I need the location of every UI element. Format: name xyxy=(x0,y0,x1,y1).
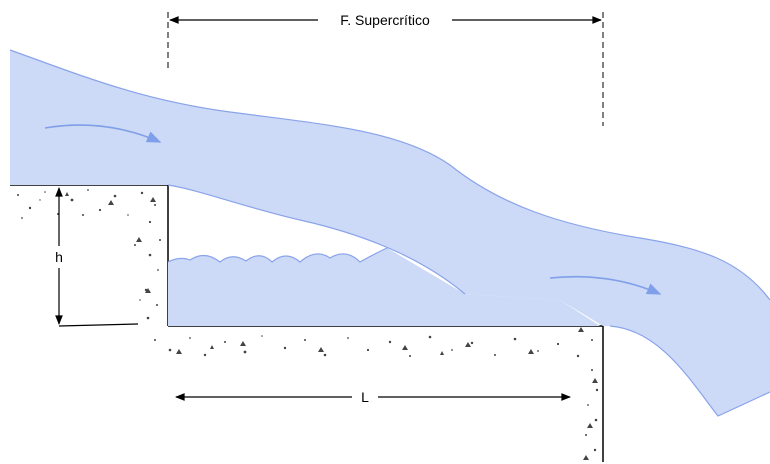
height-label: h xyxy=(55,249,63,265)
supercritical-jet xyxy=(10,50,770,416)
downstream-nappe xyxy=(609,325,770,417)
arrow-right-icon xyxy=(44,124,162,143)
pool-water xyxy=(168,248,600,326)
jet-lower-nappe xyxy=(167,184,466,295)
length-label: L xyxy=(361,389,369,405)
height-dimension: h xyxy=(55,187,139,327)
jet-upper-surface xyxy=(9,49,770,301)
length-dimension: L xyxy=(175,389,571,405)
pool-surface xyxy=(167,247,388,263)
supercritical-label: F. Supercrítico xyxy=(340,12,430,28)
concrete-texture xyxy=(17,189,599,460)
stilling-pool-floor xyxy=(168,325,604,462)
supercritical-dimension: F. Supercrítico xyxy=(167,12,604,126)
upstream-channel-bed xyxy=(10,184,169,326)
arrow-right-icon xyxy=(549,275,662,295)
